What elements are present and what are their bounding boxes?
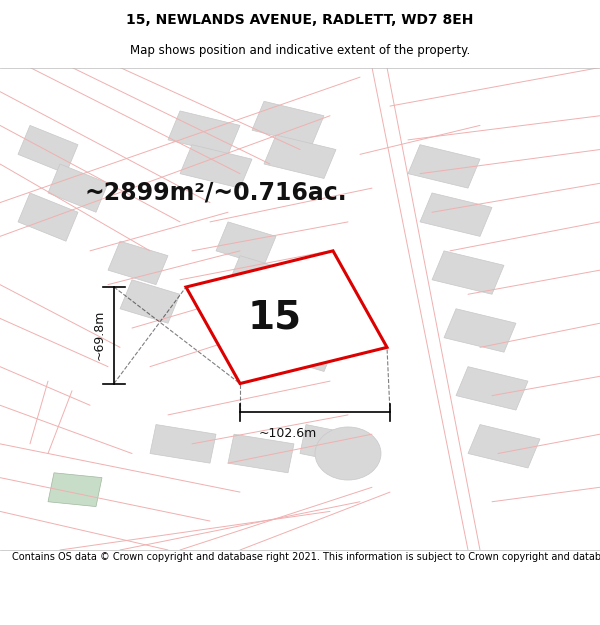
Polygon shape xyxy=(228,434,294,472)
Polygon shape xyxy=(108,241,168,284)
Polygon shape xyxy=(18,193,78,241)
Text: 15: 15 xyxy=(247,298,302,336)
Text: ~69.8m: ~69.8m xyxy=(92,310,106,361)
Polygon shape xyxy=(456,367,528,410)
Polygon shape xyxy=(216,222,276,266)
Polygon shape xyxy=(180,145,252,188)
Polygon shape xyxy=(264,135,336,179)
Polygon shape xyxy=(468,424,540,468)
Polygon shape xyxy=(186,251,387,384)
Polygon shape xyxy=(420,193,492,236)
Polygon shape xyxy=(276,328,336,371)
Polygon shape xyxy=(150,424,216,463)
Text: 15, NEWLANDS AVENUE, RADLETT, WD7 8EH: 15, NEWLANDS AVENUE, RADLETT, WD7 8EH xyxy=(127,13,473,28)
Polygon shape xyxy=(432,251,504,294)
Polygon shape xyxy=(264,289,324,333)
Text: ~2899m²/~0.716ac.: ~2899m²/~0.716ac. xyxy=(85,181,347,205)
Polygon shape xyxy=(168,111,240,154)
Polygon shape xyxy=(48,472,102,507)
Polygon shape xyxy=(48,164,108,212)
Polygon shape xyxy=(120,280,180,323)
Circle shape xyxy=(315,427,381,480)
Polygon shape xyxy=(408,145,480,188)
Polygon shape xyxy=(444,309,516,352)
Polygon shape xyxy=(300,424,354,463)
Polygon shape xyxy=(18,126,78,174)
Polygon shape xyxy=(252,101,324,145)
Text: ~102.6m: ~102.6m xyxy=(259,427,317,440)
Text: Contains OS data © Crown copyright and database right 2021. This information is : Contains OS data © Crown copyright and d… xyxy=(12,551,600,561)
Text: Map shows position and indicative extent of the property.: Map shows position and indicative extent… xyxy=(130,44,470,57)
Polygon shape xyxy=(228,256,288,299)
